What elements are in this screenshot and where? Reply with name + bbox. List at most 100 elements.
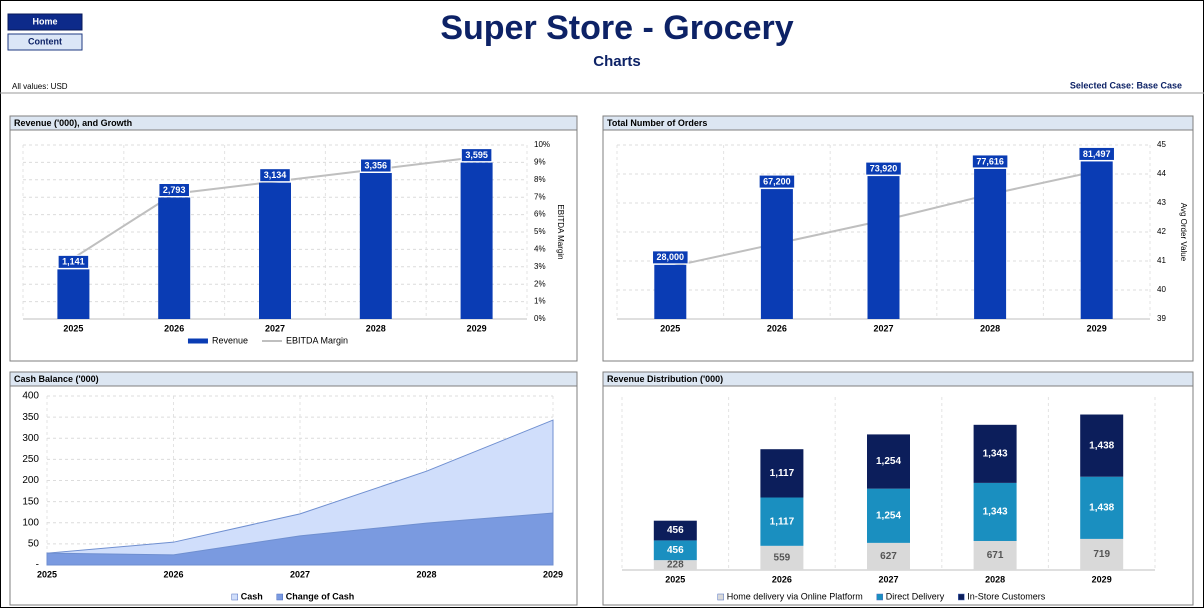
y2-tick-label: 8% xyxy=(534,175,546,184)
bar-segment xyxy=(973,424,1017,483)
y-tick-label: 100 xyxy=(22,517,39,528)
y-tick-label: 350 xyxy=(22,412,39,423)
content-button[interactable]: Content xyxy=(7,33,83,51)
bar xyxy=(760,189,793,319)
y2-tick-label: 0% xyxy=(534,314,546,323)
panel-title: Total Number of Orders xyxy=(607,118,707,128)
data-label: 671 xyxy=(987,550,1004,561)
y-tick-label: - xyxy=(36,560,39,571)
data-label: 719 xyxy=(1093,549,1110,560)
data-label: 81,497 xyxy=(1083,149,1111,159)
x-tick-label: 2028 xyxy=(980,323,1000,333)
y2-tick-label: 1% xyxy=(534,297,546,306)
panel-title: Revenue ('000), and Growth xyxy=(14,118,132,128)
bar-segment xyxy=(867,542,910,570)
bar xyxy=(57,269,90,319)
units-note: All values: USD xyxy=(12,82,68,91)
panel-title-bar xyxy=(602,371,1194,387)
bar-segment xyxy=(760,497,804,546)
y2-tick-label: 9% xyxy=(534,158,546,167)
data-label-box xyxy=(758,174,796,189)
data-label: 1,343 xyxy=(983,448,1008,459)
x-tick-label: 2028 xyxy=(416,569,436,579)
data-label-box xyxy=(865,161,902,176)
bar-segment xyxy=(867,488,910,543)
data-label: 73,920 xyxy=(870,163,898,173)
bar xyxy=(259,182,291,319)
y2-tick-label: 45 xyxy=(1157,140,1166,149)
panel-title-bar xyxy=(9,371,578,387)
x-tick-label: 2029 xyxy=(1092,574,1112,584)
legend: Home delivery via Online Platform Direct … xyxy=(717,591,1046,601)
y2-tick-label: 39 xyxy=(1157,314,1166,323)
bar-segment xyxy=(973,482,1017,541)
home-button[interactable]: Home xyxy=(7,13,83,31)
x-tick-label: 2026 xyxy=(772,574,792,584)
y2-tick-label: 7% xyxy=(534,192,546,201)
data-label: 3,134 xyxy=(264,170,287,180)
button-label[interactable]: Content xyxy=(28,36,62,46)
data-label: 77,616 xyxy=(976,156,1004,166)
panel-title: Cash Balance ('000) xyxy=(14,374,99,384)
panel-title-bar xyxy=(9,115,578,131)
y-tick-label: 300 xyxy=(22,433,39,444)
panel-title-bar xyxy=(602,115,1194,131)
data-label-box xyxy=(1078,146,1115,161)
legend-swatch xyxy=(717,593,724,601)
data-label-box xyxy=(158,183,190,198)
y-tick-label: 400 xyxy=(22,391,39,402)
legend-label: EBITDA Margin xyxy=(286,335,348,345)
page-subtitle: Charts xyxy=(593,53,641,70)
data-label: 1,254 xyxy=(876,456,901,467)
bar-segment xyxy=(1080,414,1124,477)
bar-segment xyxy=(1080,538,1124,570)
data-label-box xyxy=(652,250,689,265)
button-bg[interactable] xyxy=(7,13,83,31)
bar-segment xyxy=(653,520,697,541)
x-tick-label: 2028 xyxy=(985,574,1005,584)
data-label: 67,200 xyxy=(763,176,791,186)
x-tick-label: 2025 xyxy=(660,323,680,333)
bar-segment xyxy=(1080,476,1124,539)
data-label-box xyxy=(460,148,493,163)
x-tick-label: 2029 xyxy=(1087,323,1107,333)
legend-swatch xyxy=(876,593,884,601)
legend-swatch xyxy=(231,593,238,601)
bar xyxy=(158,197,191,319)
data-label: 2,793 xyxy=(163,185,186,195)
y2-axis-label: EBITDA Margin xyxy=(556,204,565,259)
y2-axis-label: Avg Order Value xyxy=(1179,203,1188,262)
x-tick-label: 2027 xyxy=(265,323,285,333)
data-label-box xyxy=(57,254,90,269)
y2-tick-label: 4% xyxy=(534,245,546,254)
bar-segment xyxy=(653,540,697,561)
legend-swatch xyxy=(958,593,965,601)
data-label: 28,000 xyxy=(657,252,685,262)
data-label: 228 xyxy=(667,560,684,571)
data-label: 1,438 xyxy=(1089,440,1114,451)
x-tick-label: 2026 xyxy=(163,569,183,579)
bar-segment xyxy=(760,545,804,570)
x-tick-label: 2027 xyxy=(290,569,310,579)
data-label: 1,141 xyxy=(62,257,85,267)
legend-label: In-Store Customers xyxy=(967,591,1046,601)
y-tick-label: 150 xyxy=(22,496,39,507)
data-label: 456 xyxy=(667,545,684,556)
data-label: 3,595 xyxy=(465,150,488,160)
x-tick-label: 2025 xyxy=(37,569,57,579)
bar-segment xyxy=(760,449,804,498)
bar xyxy=(460,162,493,319)
data-label: 1,117 xyxy=(770,468,795,479)
legend-label: Home delivery via Online Platform xyxy=(727,591,863,601)
x-tick-label: 2029 xyxy=(467,323,487,333)
legend-swatch xyxy=(187,338,208,344)
x-tick-label: 2025 xyxy=(63,323,83,333)
button-label[interactable]: Home xyxy=(32,16,57,26)
y-tick-label: 200 xyxy=(22,475,39,486)
y2-tick-label: 2% xyxy=(534,279,546,288)
data-label-box xyxy=(971,154,1009,169)
bar-segment xyxy=(653,560,697,570)
y2-tick-label: 43 xyxy=(1157,198,1166,207)
button-bg[interactable] xyxy=(7,33,83,51)
